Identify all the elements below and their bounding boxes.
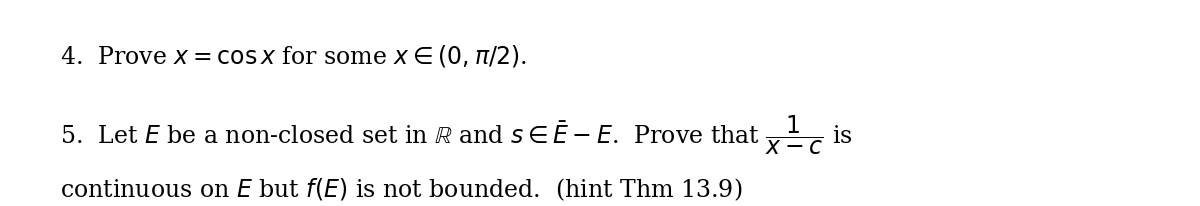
Text: 4.  Prove $x = \cos x$ for some $x \in (0, \pi/2)$.: 4. Prove $x = \cos x$ for some $x \in (0… — [60, 43, 527, 69]
Text: continuous on $E$ but $f(E)$ is not bounded.  (hint Thm 13.9): continuous on $E$ but $f(E)$ is not boun… — [60, 176, 743, 202]
Text: 5.  Let $E$ be a non-closed set in $\mathbb{R}$ and $s \in \bar{E} - E$.  Prove : 5. Let $E$ be a non-closed set in $\math… — [60, 113, 853, 157]
